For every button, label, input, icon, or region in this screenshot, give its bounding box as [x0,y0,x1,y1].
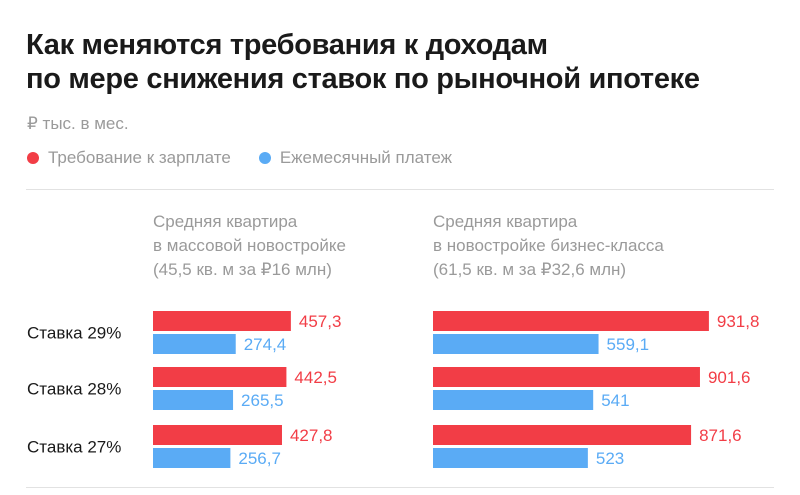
value-label: 427,8 [290,426,333,445]
value-label: 559,1 [607,335,650,354]
panel-header-mass-line-1: Средняя квартира [153,212,298,231]
legend-dot-blue-icon [258,152,271,164]
row-label: Ставка 27% [27,438,121,457]
row-label: Ставка 29% [27,324,121,343]
legend-item-salary: Требование к зарплате [27,148,231,168]
bar-salary [153,367,287,387]
panel-header-mass-line-3: (45,5 кв. м за ₽16 млн) [153,260,332,279]
panel-header-business-line-3: (61,5 кв. м за ₽32,6 млн) [433,260,627,279]
bar-salary [433,425,692,445]
value-label: 871,6 [699,426,742,445]
panel-header-mass: Средняя квартира в массовой новостройке … [153,210,346,282]
legend-dot-red-icon [27,152,39,164]
legend: Требование к зарплате Ежемесячный платеж [27,148,480,168]
bar-payment [153,390,234,410]
bar-payment [433,448,588,468]
divider-top [26,189,774,190]
bar-salary [433,311,709,331]
legend-item-payment: Ежемесячный платеж [258,148,452,168]
bar-salary [433,367,700,387]
panel-header-business-line-2: в новостройке бизнес-класса [433,236,664,255]
bar-payment [153,334,236,354]
value-label: 541 [601,391,629,410]
value-label: 457,3 [299,312,342,331]
value-label: 274,4 [244,335,287,354]
bar-salary [153,425,282,445]
unit-label: ₽ тыс. в мес. [27,114,129,133]
chart-title-line-2: по мере снижения ставок по рыночной ипот… [26,63,700,95]
value-label: 523 [596,449,624,468]
bar-payment [433,334,599,354]
value-label: 901,6 [708,368,751,387]
legend-label-payment: Ежемесячный платеж [279,148,452,167]
value-label: 931,8 [717,312,760,331]
divider-bottom [26,487,774,488]
row-label: Ставка 28% [27,380,121,399]
bar-payment [153,448,231,468]
value-label: 256,7 [238,449,281,468]
chart-title: Как меняются требования к доходам по мер… [26,28,700,96]
legend-label-salary: Требование к зарплате [48,148,231,167]
panel-header-business-line-1: Средняя квартира [433,212,578,231]
panel-header-business: Средняя квартира в новостройке бизнес-кл… [433,210,664,282]
bar-salary [153,311,291,331]
panel-header-mass-line-2: в массовой новостройке [153,236,346,255]
value-label: 265,5 [241,391,284,410]
chart-title-line-1: Как меняются требования к доходам [26,29,548,61]
value-label: 442,5 [294,368,337,387]
bar-payment [433,390,594,410]
